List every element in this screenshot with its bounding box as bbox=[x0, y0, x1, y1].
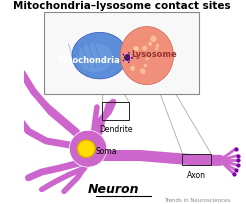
Circle shape bbox=[156, 44, 159, 48]
Circle shape bbox=[133, 47, 137, 51]
Text: Trends in Neurosciences: Trends in Neurosciences bbox=[164, 197, 231, 202]
Circle shape bbox=[150, 36, 156, 43]
Circle shape bbox=[155, 48, 158, 51]
Circle shape bbox=[149, 43, 152, 47]
Circle shape bbox=[151, 53, 154, 56]
Text: Mitochondria: Mitochondria bbox=[58, 56, 120, 65]
Circle shape bbox=[144, 64, 147, 68]
Text: Axon: Axon bbox=[187, 170, 206, 179]
Text: Mitochondria–lysosome contact sites: Mitochondria–lysosome contact sites bbox=[13, 1, 230, 11]
Ellipse shape bbox=[77, 140, 95, 158]
Ellipse shape bbox=[77, 44, 113, 73]
Circle shape bbox=[120, 27, 173, 85]
Text: Neuron: Neuron bbox=[87, 182, 139, 195]
Ellipse shape bbox=[72, 33, 127, 80]
Ellipse shape bbox=[69, 131, 107, 167]
Text: Dendrite: Dendrite bbox=[99, 125, 132, 134]
Circle shape bbox=[146, 58, 149, 61]
Circle shape bbox=[140, 69, 145, 75]
Circle shape bbox=[124, 54, 131, 62]
Circle shape bbox=[148, 43, 152, 46]
Circle shape bbox=[134, 47, 139, 52]
Text: Lysosome: Lysosome bbox=[131, 50, 177, 59]
Circle shape bbox=[142, 47, 147, 52]
FancyBboxPatch shape bbox=[44, 13, 199, 95]
Circle shape bbox=[130, 67, 135, 72]
Text: Soma: Soma bbox=[95, 146, 117, 155]
